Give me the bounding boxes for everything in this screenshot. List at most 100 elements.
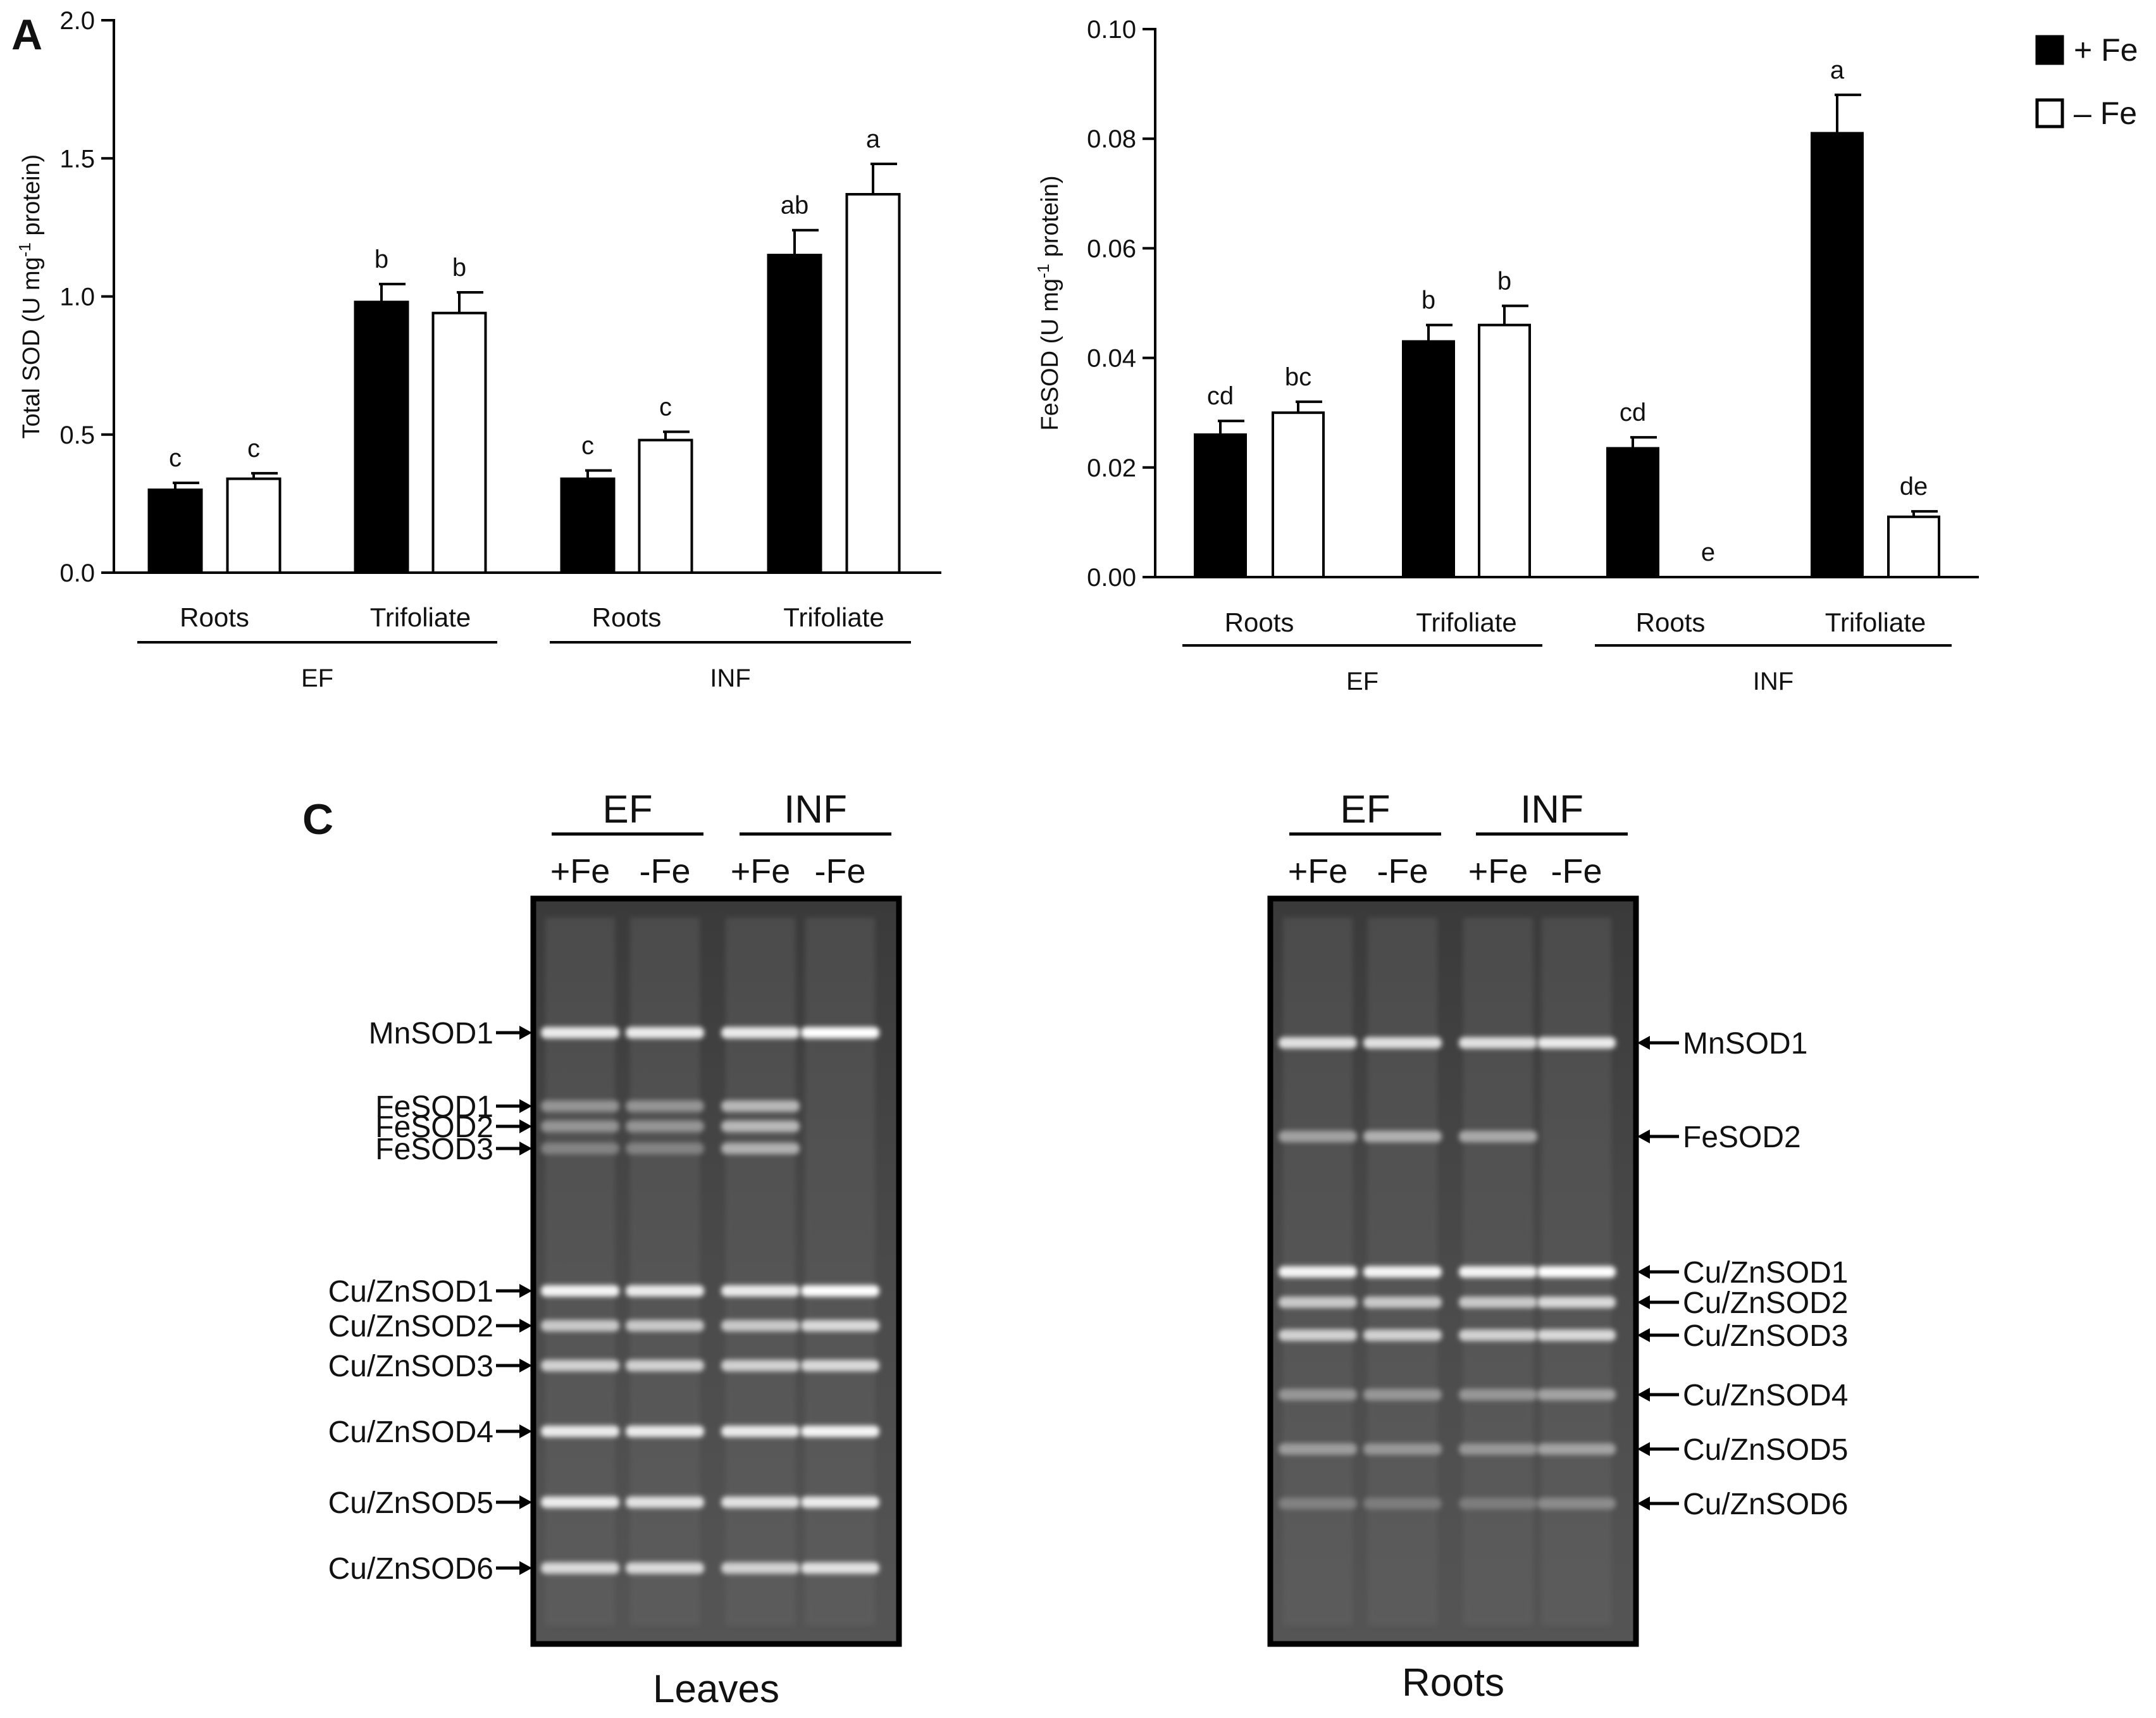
gel-band <box>1279 1131 1357 1142</box>
y-axis-label-superscript: -1 <box>15 242 34 257</box>
band-arrowhead <box>519 1099 532 1113</box>
y-tick-label: 0.10 <box>1087 16 1136 44</box>
gel-band <box>541 1562 619 1574</box>
gel-band <box>721 1100 800 1112</box>
gel-group-label: INF <box>1520 788 1583 831</box>
gel-band <box>721 1121 800 1132</box>
significance-letter: a <box>1830 56 1845 84</box>
gel-band <box>1279 1329 1357 1341</box>
gel-band <box>1363 1037 1442 1049</box>
bar <box>1887 515 1940 578</box>
band-arrowhead <box>519 1319 532 1333</box>
gel-band <box>721 1320 800 1331</box>
gel-band <box>1459 1389 1537 1400</box>
gel-band <box>1459 1131 1537 1142</box>
gel-band <box>626 1121 704 1132</box>
band-arrowhead <box>1637 1265 1650 1279</box>
gel-band <box>721 1497 800 1508</box>
gel-band <box>541 1121 619 1132</box>
band-label: FeSOD2 <box>375 1111 493 1144</box>
gel-band <box>1537 1297 1616 1308</box>
bar <box>1272 411 1325 578</box>
gel-band <box>1537 1329 1616 1341</box>
band-label: Cu/ZnSOD2 <box>1683 1286 1848 1320</box>
gel-band <box>626 1320 704 1331</box>
gel-band <box>721 1562 800 1574</box>
significance-letter: b <box>1497 267 1511 295</box>
gel-lane-label: -Fe <box>1551 852 1602 890</box>
gel-band <box>541 1360 619 1371</box>
category-label: Trifoliate <box>783 602 884 632</box>
band-arrowhead <box>519 1142 532 1155</box>
significance-letter: cd <box>1620 399 1646 426</box>
legend-label-plus-fe: + Fe <box>2074 32 2138 68</box>
gel-group-label: INF <box>784 788 847 831</box>
group-label: EF <box>1346 668 1378 695</box>
bar <box>638 439 693 574</box>
gel-band <box>1279 1498 1357 1509</box>
significance-letter: c <box>659 393 672 421</box>
band-label: Cu/ZnSOD3 <box>328 1350 493 1383</box>
gel-band <box>801 1285 879 1297</box>
bar <box>226 477 282 575</box>
gel-group-label: EF <box>602 788 652 831</box>
group-label: EF <box>301 664 333 692</box>
category-label: Trifoliate <box>370 602 471 632</box>
band-arrowhead <box>1637 1295 1650 1309</box>
gel-band <box>801 1027 879 1038</box>
gel-band <box>626 1360 704 1371</box>
category-label: Trifoliate <box>1825 607 1926 637</box>
band-label: FeSOD3 <box>375 1133 493 1166</box>
category-label: Roots <box>1636 607 1706 637</box>
y-axis-label-superscript: -1 <box>1034 264 1053 278</box>
band-label: Cu/ZnSOD2 <box>328 1310 493 1343</box>
gel-lane-label: +Fe <box>1468 852 1528 890</box>
group-label: INF <box>1753 668 1794 695</box>
significance-letter: cd <box>1207 382 1234 410</box>
gel-band <box>801 1360 879 1371</box>
significance-letter: b <box>1422 287 1435 314</box>
legend: + Fe – Fe <box>2035 32 2138 131</box>
significance-letter: c <box>247 435 260 463</box>
gel-band <box>721 1027 800 1038</box>
gel-band <box>1279 1297 1357 1308</box>
y-axis-label: Total SOD (U mg-1 protein) <box>15 154 45 439</box>
band-arrowhead <box>519 1561 532 1575</box>
y-tick-label: 0.00 <box>1087 564 1136 592</box>
gel-band <box>541 1320 619 1331</box>
band-arrowhead <box>519 1495 532 1509</box>
significance-letter: b <box>452 254 466 282</box>
band-label: Cu/ZnSOD5 <box>1683 1433 1848 1467</box>
gel-lane <box>805 918 875 1625</box>
band-arrowhead <box>1637 1036 1650 1050</box>
gel-band <box>541 1027 619 1038</box>
y-axis-label-main: Total SOD (U mg <box>18 257 45 439</box>
gel-band <box>541 1100 619 1112</box>
band-label: Cu/ZnSOD4 <box>1683 1379 1848 1412</box>
gel-band <box>721 1285 800 1297</box>
y-tick-label: 1.5 <box>59 145 95 173</box>
gel-band <box>626 1143 704 1154</box>
gel-band <box>721 1143 800 1154</box>
significance-letter: c <box>169 444 182 472</box>
gel-band <box>1459 1443 1537 1455</box>
band-arrowhead <box>1637 1388 1650 1402</box>
gel-border <box>1267 895 1639 1647</box>
band-label: Cu/ZnSOD4 <box>328 1416 493 1449</box>
band-arrowhead <box>1637 1130 1650 1143</box>
band-arrowhead <box>1637 1328 1650 1342</box>
y-axis-label: FeSOD (U mg-1 protein) <box>1034 175 1063 430</box>
chart-fesod: 0.00 0.02 0.04 0.06 0.08 0.10 FeSOD (U mg-1 pr… <box>1034 16 1979 695</box>
gel-lane-label: +Fe <box>1288 852 1348 890</box>
gel-band <box>1459 1329 1537 1341</box>
band-arrowhead <box>519 1119 532 1133</box>
gel-caption: Roots <box>1402 1661 1504 1705</box>
band-label: Cu/ZnSOD3 <box>1683 1319 1848 1353</box>
panel-label-c: C <box>302 795 333 843</box>
y-axis-label-main: FeSOD (U mg <box>1037 278 1063 431</box>
gel-band <box>1537 1443 1616 1455</box>
bar <box>1478 323 1531 578</box>
gel-band <box>626 1497 704 1508</box>
gel-band <box>1363 1389 1442 1400</box>
